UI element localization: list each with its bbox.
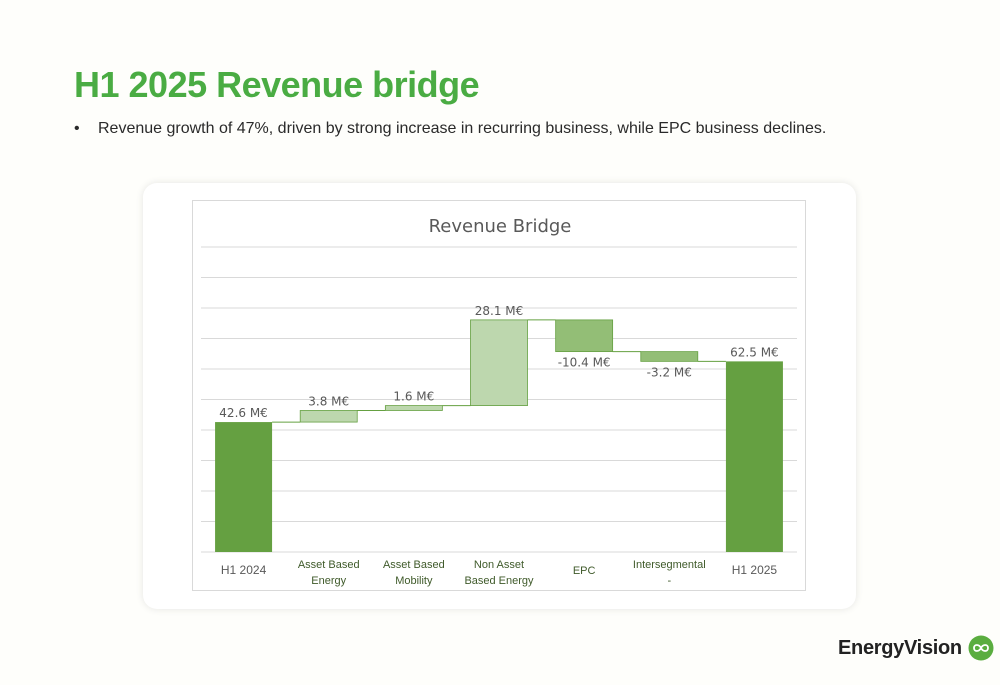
revenue-bridge-chart: Revenue Bridge 42.6 M€ 3.8 M€ 1.6 M€ 28.1 M€…: [201, 216, 797, 587]
category-label: -: [667, 575, 671, 587]
category-label: H1 2025: [732, 563, 778, 577]
category-label: Energy: [311, 575, 346, 587]
data-label: 28.1 M€: [475, 304, 524, 318]
category-label: H1 2024: [221, 563, 267, 577]
chart-title: Revenue Bridge: [429, 216, 572, 237]
category-label: Based Energy: [464, 575, 534, 587]
category-label: EPC: [573, 565, 596, 577]
bar-total: [215, 422, 273, 552]
summary-text: Revenue growth of 47%, driven by strong …: [98, 120, 827, 137]
category-label: Mobility: [395, 575, 433, 587]
page-title: H1 2025 Revenue bridge: [74, 64, 480, 105]
bar-increase: [470, 319, 528, 406]
bar-decrease: [640, 351, 699, 362]
infinity-leaf-icon: [968, 635, 994, 661]
bullet-dot: •: [74, 120, 80, 137]
bar-increase: [299, 410, 358, 423]
logo-text: EnergyVision: [838, 636, 962, 659]
data-label: 62.5 M€: [730, 345, 779, 359]
chart-area: Revenue Bridge 42.6 M€ 3.8 M€ 1.6 M€ 28.1 M€…: [192, 200, 806, 591]
data-label: 42.6 M€: [219, 406, 268, 420]
bar-increase: [384, 405, 443, 411]
category-label: Intersegmental: [633, 559, 706, 571]
summary-bullet: • Revenue growth of 47%, driven by strong…: [74, 120, 826, 138]
category-label: Non Asset: [474, 559, 524, 571]
category-label: Asset Based: [383, 559, 445, 571]
company-logo: EnergyVision: [838, 632, 994, 664]
data-label: 1.6 M€: [393, 390, 434, 404]
bar-total: [725, 361, 783, 552]
data-label: -3.2 M€: [647, 365, 692, 379]
data-label: 3.8 M€: [308, 394, 349, 408]
bar-decrease: [555, 319, 614, 353]
data-label: -10.4 M€: [558, 356, 611, 370]
category-label: Asset Based: [298, 559, 360, 571]
